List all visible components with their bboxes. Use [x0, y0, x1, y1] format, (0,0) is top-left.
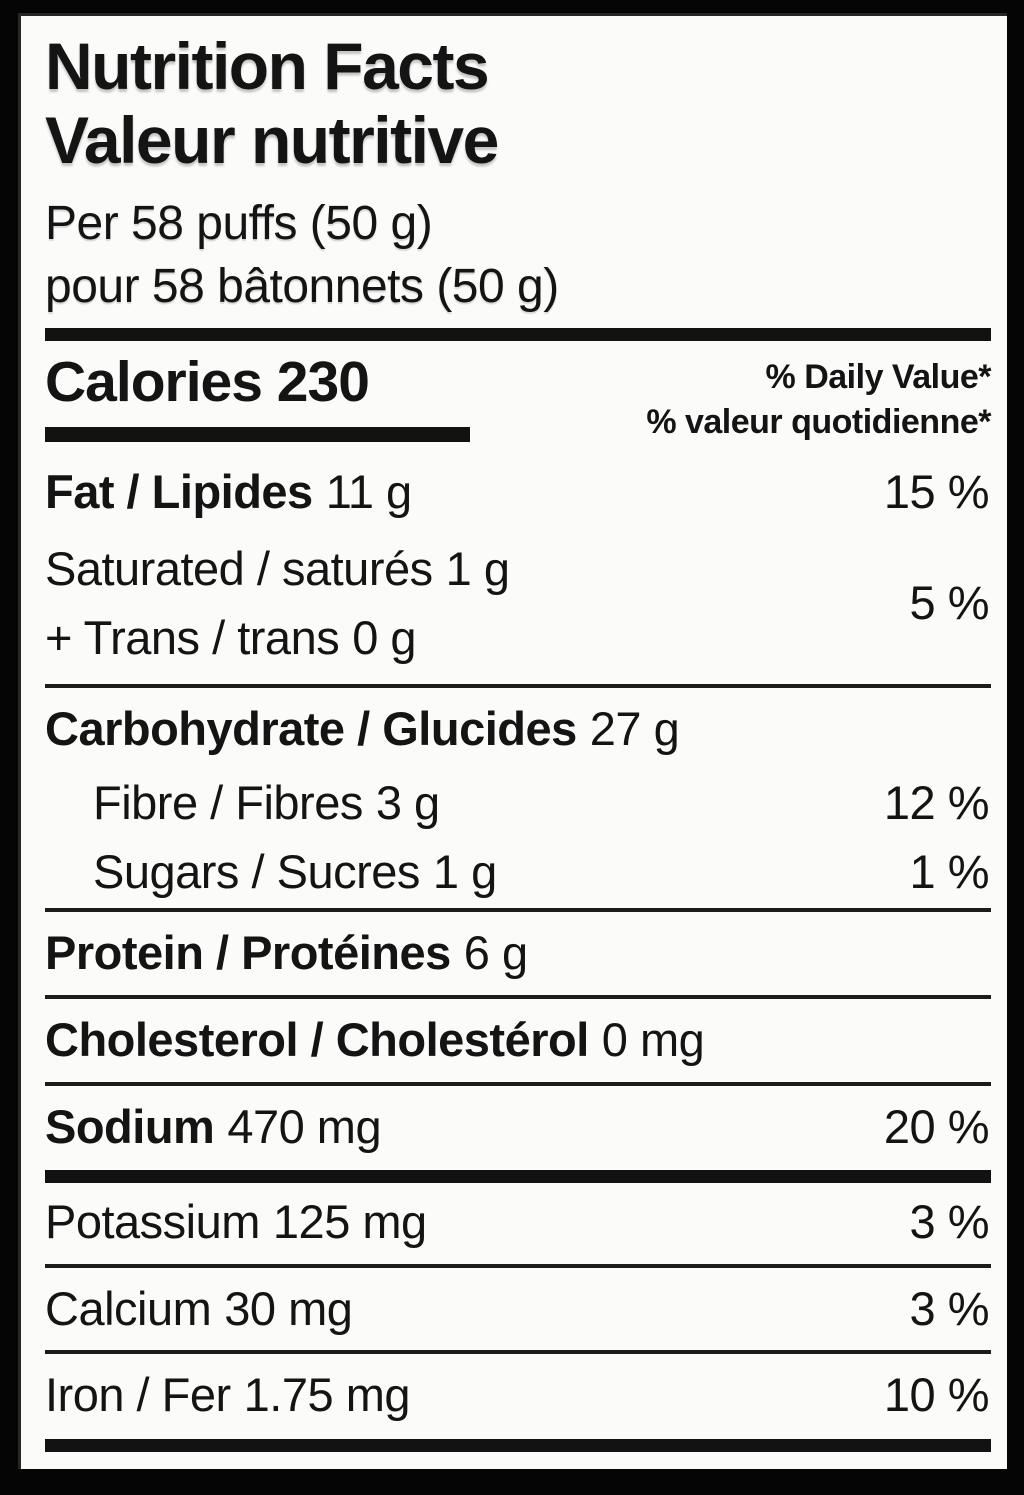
row-potassium: Potassium 125 mg 3 % — [45, 1183, 991, 1262]
calories-underline-bar — [45, 426, 470, 442]
separator-thin — [45, 994, 991, 999]
row-carbohydrate: Carbohydrate / Glucides 27 g — [45, 690, 991, 769]
row-fibre: Fibre / Fibres 3 g 12 % — [45, 769, 991, 838]
calories-text: Calories 230 — [45, 349, 470, 414]
row-sugars: Sugars / Sucres 1 g 1 % — [45, 838, 991, 907]
iron-amount: 1.75 mg — [243, 1368, 411, 1422]
nutrition-facts-label: Nutrition Facts Valeur nutritive Per 58 … — [18, 13, 1007, 1469]
separator-thick-bottom — [45, 1439, 991, 1452]
row-cholesterol: Cholesterol / Cholestérol 0 mg — [45, 1001, 991, 1080]
sodium-amount: 470 mg — [227, 1099, 382, 1153]
serving-size-english: Per 58 puffs (50 g) — [45, 196, 433, 250]
calcium-daily-value: 3 % — [909, 1281, 990, 1335]
footnotes: *5% or less is a little, 15% or more is … — [45, 1466, 991, 1469]
saturated-amount: 1 g — [445, 542, 510, 596]
carbohydrate-name: Carbohydrate / Glucides 27 g — [45, 702, 680, 756]
calories-section: Calories 230 % Daily Value* % valeur quo… — [45, 341, 991, 453]
asterisk: * — [45, 1466, 58, 1469]
trans-amount: 0 g — [352, 610, 417, 664]
fat-amount: 11 g — [325, 464, 413, 518]
fibre-daily-value: 12 % — [883, 776, 990, 829]
serving-size-french: pour 58 bâtonnets (50 g) — [45, 260, 559, 314]
calcium-amount: 30 mg — [224, 1281, 353, 1335]
sugars-name: Sugars / Sucres 1 g — [93, 844, 497, 898]
fibre-name: Fibre / Fibres 3 g — [93, 776, 440, 829]
calories-label: Calories — [45, 349, 263, 414]
calcium-name: Calcium 30 mg — [45, 1281, 353, 1335]
row-protein: Protein / Protéines 6 g — [45, 914, 991, 993]
potassium-name: Potassium 125 mg — [45, 1195, 427, 1249]
potassium-daily-value: 3 % — [909, 1195, 990, 1249]
separator-thin — [45, 908, 991, 913]
saturated-trans-daily-value: 5 % — [909, 576, 990, 630]
footnote-english: *5% or less is a little, 15% or more is … — [45, 1466, 991, 1469]
fat-name: Fat / Lipides 11 g — [45, 464, 413, 518]
row-iron: Iron / Fer 1.75 mg 10 % — [45, 1356, 991, 1435]
fibre-amount: 3 g — [375, 776, 440, 829]
title-english: Nutrition Facts — [45, 29, 490, 103]
separator-thick-top — [45, 327, 991, 341]
fat-daily-value: 15 % — [883, 464, 990, 518]
separator-thin — [45, 684, 991, 689]
calories-value: 230 — [276, 349, 370, 414]
title-french: Valeur nutritive — [45, 102, 499, 177]
row-fat: Fat / Lipides 11 g 15 % — [45, 453, 991, 532]
potassium-amount: 125 mg — [272, 1195, 427, 1249]
row-saturated-trans: Saturated / saturés 1 g + Trans / trans 0 … — [45, 531, 991, 682]
separator-thin — [45, 1263, 991, 1268]
sugars-daily-value: 1 % — [909, 844, 990, 898]
iron-name: Iron / Fer 1.75 mg — [45, 1368, 411, 1422]
trans-line: + Trans / trans 0 g — [45, 610, 417, 664]
protein-amount: 6 g — [463, 926, 528, 980]
sugars-amount: 1 g — [432, 844, 497, 898]
daily-value-header-english: % Daily Value* — [765, 357, 992, 396]
separator-thin — [45, 1081, 991, 1086]
separator-thick-sodium — [45, 1170, 991, 1184]
sodium-name: Sodium 470 mg — [45, 1099, 382, 1153]
sodium-daily-value: 20 % — [883, 1099, 990, 1153]
saturated-trans-lines: Saturated / saturés 1 g + Trans / trans 0 … — [45, 535, 510, 672]
protein-name: Protein / Protéines 6 g — [45, 926, 528, 980]
calories-block: Calories 230 — [45, 349, 470, 442]
separator-thin — [45, 1350, 991, 1355]
cholesterol-amount: 0 mg — [601, 1012, 705, 1066]
daily-value-header: % Daily Value* % valeur quotidienne* — [646, 353, 991, 445]
row-sodium: Sodium 470 mg 20 % — [45, 1088, 991, 1167]
carbohydrate-amount: 27 g — [589, 702, 680, 756]
daily-value-header-french: % valeur quotidienne* — [646, 402, 991, 441]
saturated-line: Saturated / saturés 1 g — [45, 542, 510, 596]
row-calcium: Calcium 30 mg 3 % — [45, 1270, 991, 1349]
cholesterol-name: Cholesterol / Cholestérol 0 mg — [45, 1012, 705, 1066]
iron-daily-value: 10 % — [883, 1368, 990, 1422]
